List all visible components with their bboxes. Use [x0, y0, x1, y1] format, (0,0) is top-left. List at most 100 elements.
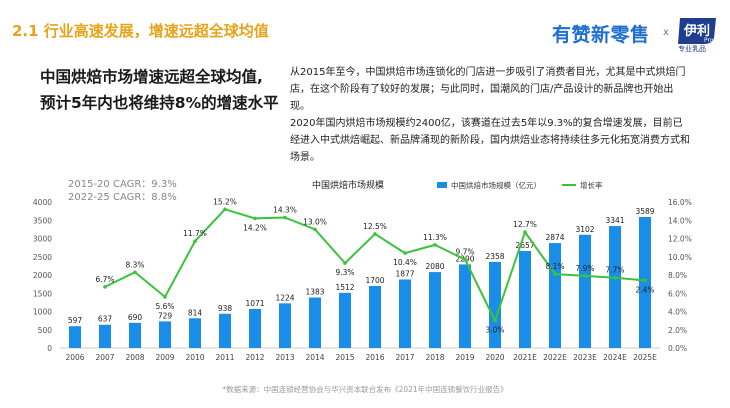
legend-bar-swatch	[437, 182, 447, 188]
y-right-tick-label: 12.0%	[668, 235, 692, 244]
section-title: 2.1 行业高速发展，增速远超全球均值	[12, 22, 269, 40]
y-right-tick-label: 14.0%	[668, 216, 692, 225]
growth-rate-point	[463, 257, 467, 262]
y-left-tick-label: 1500	[33, 289, 52, 298]
data-source-note: *数据来源：中国连锁经营协会与华兴资本联合发布《2021年中国连锁餐饮行业报告》	[222, 385, 508, 394]
growth-rate-point	[223, 207, 227, 212]
growth-rate-point	[373, 232, 377, 236]
bar-value-label: 2874	[545, 233, 564, 242]
x-tick-label: 2018	[425, 353, 444, 362]
x-tick-label: 2017	[395, 353, 414, 362]
x-tick-label: 2020	[485, 353, 504, 362]
y-right-tick-label: 6.0%	[668, 289, 687, 298]
growth-rate-label: 7.7%	[605, 266, 624, 275]
growth-rate-point	[493, 318, 497, 323]
growth-rate-point	[253, 216, 257, 221]
bar-value-label: 2358	[485, 252, 504, 261]
growth-rate-label: 5.6%	[155, 302, 174, 311]
bar	[219, 313, 231, 348]
bar-value-label: 1877	[395, 269, 414, 278]
y-right-tick-label: 4.0%	[668, 308, 687, 317]
bar	[519, 251, 531, 348]
x-tick-label: 2021E	[513, 353, 537, 362]
cagr-2022-25: 2022-25 CAGR：8.8%	[68, 192, 177, 203]
body-paragraph-2: 2020年国内烘焙市场规模约2400亿，该赛道在过去5年以9.3%的复合增速发展…	[290, 118, 690, 163]
growth-rate-label: 14.2%	[243, 223, 267, 232]
bar-value-label: 3102	[575, 225, 594, 234]
bar	[309, 297, 321, 348]
cagr-2015-20: 2015-20 CAGR：9.3%	[68, 179, 177, 190]
growth-rate-point	[283, 215, 287, 220]
headline-line-2: 预计5年内也将维持8%的增速水平	[40, 94, 279, 112]
growth-rate-point	[523, 230, 527, 234]
bar	[459, 264, 471, 348]
bar-value-label: 1071	[245, 299, 264, 308]
bar-value-label: 637	[98, 315, 113, 324]
bar	[99, 324, 111, 348]
growth-rate-point	[643, 278, 647, 283]
body-text: 从2015年至今，中国烘焙市场连锁化的门店进一步吸引了消费者目光，尤其是中式烘焙…	[290, 64, 690, 166]
bar-value-label: 1700	[365, 276, 384, 285]
bar	[489, 261, 501, 348]
growth-rate-point	[403, 251, 407, 255]
y-left-tick-label: 2500	[33, 253, 52, 262]
x-tick-label: 2015	[335, 353, 354, 362]
y-left-tick-label: 3000	[33, 235, 52, 244]
bar-value-label: 2657	[515, 241, 534, 250]
x-tick-label: 2011	[215, 353, 234, 362]
x-tick-label: 2012	[245, 353, 264, 362]
headline: 中国烘焙市场增速远超全球均值, 预计5年内也将维持8%的增速水平	[40, 64, 279, 116]
logo-separator: x	[663, 27, 669, 38]
bar	[249, 308, 261, 348]
bar-value-label: 814	[188, 308, 203, 317]
growth-rate-point	[553, 272, 557, 276]
y-left-tick-label: 3500	[33, 216, 52, 225]
bar	[279, 303, 291, 348]
x-tick-label: 2022E	[543, 353, 567, 362]
y-left-tick-label: 500	[38, 326, 53, 335]
growth-rate-point	[193, 239, 197, 244]
bar	[69, 326, 81, 348]
growth-rate-label: 15.2%	[213, 197, 237, 206]
growth-rate-point	[103, 285, 107, 289]
bar	[579, 234, 591, 348]
body-paragraph-1: 从2015年至今，中国烘焙市场连锁化的门店进一步吸引了消费者目光，尤其是中式烘焙…	[290, 67, 686, 112]
bar-value-label: 1383	[305, 288, 324, 297]
bar	[159, 321, 171, 348]
bar-value-label: 690	[128, 313, 143, 322]
growth-rate-label: 7.9%	[575, 264, 594, 273]
yili-logo-pro: Pro	[704, 37, 714, 44]
bar	[189, 318, 201, 348]
bar	[549, 243, 561, 348]
bar-value-label: 1512	[335, 283, 354, 292]
chart-title: 中国烘焙市场规模	[312, 179, 384, 191]
growth-rate-label: 8.3%	[125, 260, 144, 269]
x-tick-label: 2023E	[573, 353, 597, 362]
bar	[369, 285, 381, 348]
y-left-tick-label: 4000	[33, 198, 52, 207]
x-tick-label: 2008	[125, 353, 144, 362]
y-right-tick-label: 2.0%	[668, 326, 687, 335]
y-left-tick-label: 0	[47, 344, 52, 353]
growth-rate-label: 10.4%	[393, 258, 417, 267]
growth-rate-point	[433, 243, 437, 247]
growth-rate-label: 8.1%	[545, 262, 564, 271]
growth-rate-label: 13.0%	[303, 217, 327, 226]
growth-rate-label: 2.4%	[635, 285, 654, 294]
growth-rate-label: 11.3%	[423, 233, 447, 242]
y-right-tick-label: 10.0%	[668, 253, 692, 262]
x-tick-label: 2007	[95, 353, 114, 362]
yili-logo-subtitle: 专业乳品	[678, 45, 706, 53]
x-tick-label: 2010	[185, 353, 204, 362]
y-left-tick-label: 1000	[33, 308, 52, 317]
bar-value-label: 2080	[425, 262, 444, 271]
y-left-tick-label: 2000	[33, 271, 52, 280]
y-right-tick-label: 0.0%	[668, 344, 687, 353]
bar	[399, 279, 411, 348]
growth-rate-label: 9.3%	[335, 268, 354, 277]
x-tick-label: 2019	[455, 353, 474, 362]
growth-rate-label: 14.3%	[273, 206, 297, 215]
brand-logos: 有赞新零售 x 伊利 Pro 专业乳品	[552, 14, 722, 54]
x-tick-label: 2006	[65, 353, 84, 362]
growth-rate-point	[313, 227, 317, 232]
